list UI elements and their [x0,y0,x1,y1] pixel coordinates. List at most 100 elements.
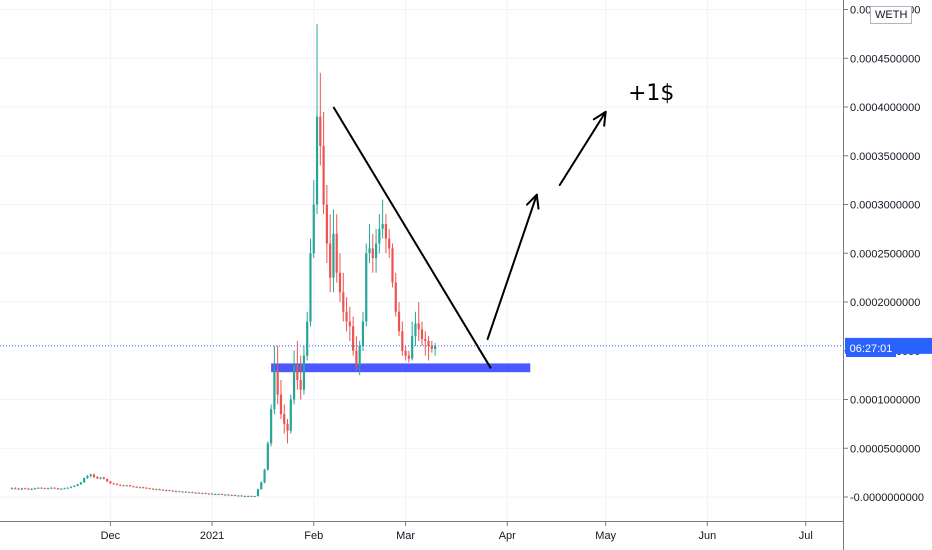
candle [240,495,243,497]
candle-body [50,487,53,489]
candle-body [76,484,79,486]
candle-body [378,228,381,244]
candle-body [10,488,14,490]
candle-body [178,491,181,493]
symbol-label: WETH [870,6,913,24]
candle-body [430,345,433,349]
candle [191,491,194,494]
candle-body [240,495,243,497]
candle-body [115,483,119,485]
y-tick-label: 0.0002000000 [850,297,920,309]
candle-body [256,489,260,497]
candle-body [342,292,345,312]
candle [145,487,148,489]
y-tick-label: 0.0003000000 [850,200,920,212]
candle-body [148,488,151,490]
descending-trendline[interactable] [332,106,492,369]
candle-body [37,487,40,489]
x-tick-label: Dec [101,530,121,542]
candle [273,345,276,415]
candle-body [250,496,253,498]
candle [168,489,171,492]
candle [86,475,89,479]
candle-body [263,469,266,483]
candle-body [46,488,50,490]
candle-body [184,491,187,493]
candle [250,495,253,498]
candle-body [243,496,246,498]
candle [289,394,292,434]
support-zone-band[interactable] [271,363,531,373]
candle [263,468,266,484]
candle [233,494,237,497]
candle [210,493,214,495]
candle [119,484,122,486]
candle-body [233,495,237,497]
candle [325,185,328,263]
candle [306,311,309,361]
candle-body [394,282,397,312]
candle [148,487,151,490]
candle-body [201,493,204,495]
candle-body [191,492,194,494]
candle [207,493,210,495]
candle-body [404,350,407,356]
candle [46,487,50,490]
candle [266,441,269,471]
candle-body [273,370,276,410]
candle [220,493,224,496]
projection-arrow-lower[interactable] [486,193,540,341]
candle [230,494,233,497]
candle-body [371,248,374,259]
candle [430,341,433,353]
candle-body [128,485,132,487]
candle [302,345,306,395]
y-tick-label: 0.0004500000 [850,53,920,65]
candle [138,486,142,489]
candle [253,495,256,498]
x-tick-label: Feb [304,530,323,542]
candle-body [306,321,309,356]
x-tick-label: Mar [396,530,415,542]
candle [20,487,23,491]
candle [56,487,60,490]
candle-body [161,489,164,491]
candle-body [319,116,322,146]
candle-body [33,488,37,490]
chart-axes [0,0,844,550]
candle [50,487,53,489]
candle-body [158,489,161,491]
projection-arrow-upper[interactable] [558,110,607,186]
candle [53,487,56,489]
candle-body [335,233,338,273]
candle [361,311,365,351]
candle-body [309,253,312,322]
candle [296,341,299,390]
candle-body [171,490,174,492]
candle-body [355,350,358,366]
candle-body [217,494,220,496]
candle-body [381,224,384,229]
time-axis-labels[interactable]: Dec 2021 Feb Mar Apr May Jun Jul [101,521,813,542]
x-tick-label: May [595,530,616,542]
candle [424,331,427,356]
candle-body [368,248,371,254]
candle [112,482,115,485]
chart-grid [0,0,843,521]
candle [40,487,43,489]
candle-body [401,331,404,351]
price-axis-labels[interactable]: -0.0000000000 0.0000500000 0.0001000000 0.0… [843,5,932,505]
candle-body [289,399,292,431]
candle [33,487,37,490]
candle-body [83,477,86,483]
candle-body [384,224,388,239]
candle [227,494,230,496]
candle-body [224,494,227,496]
candle-body [119,484,122,486]
candle [276,345,279,405]
candle-body [63,488,66,490]
candle-body [79,482,82,485]
candle-body [365,253,368,322]
candle-body [237,495,240,497]
